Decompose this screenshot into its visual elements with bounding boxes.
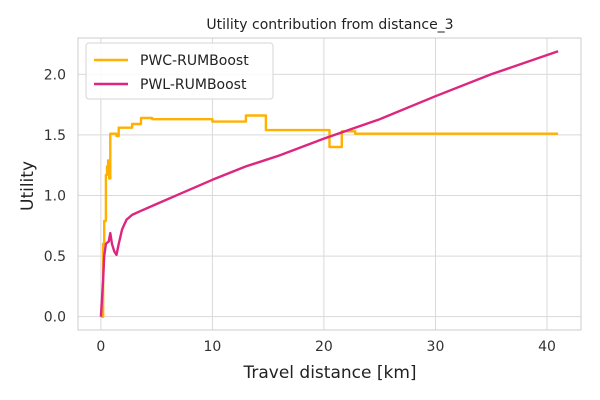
series-layer	[99, 50, 559, 318]
legend-box	[85, 42, 274, 100]
chart-title: Utility contribution from distance_3	[206, 17, 453, 33]
x-tick-label: 10	[203, 339, 221, 355]
legend: PWC-RUMBoost PWL-RUMBoost	[85, 42, 274, 100]
plot-frame	[77, 37, 582, 331]
y-tick-label: 0.0	[44, 310, 66, 326]
legend-label-pwc: PWC-RUMBoost	[140, 53, 249, 69]
x-axis-label: Travel distance [km]	[242, 363, 416, 383]
x-tick-label: 20	[315, 339, 333, 355]
legend-label-pwl: PWL-RUMBoost	[140, 77, 247, 93]
series-line-pwc	[100, 114, 559, 318]
series-line-pwl	[99, 50, 559, 317]
y-tick-label: 1.0	[44, 189, 66, 205]
x-tick-label: 30	[427, 339, 445, 355]
y-tick-label: 1.5	[44, 128, 66, 144]
x-tick-label: 40	[538, 339, 556, 355]
y-tick-label: 0.5	[44, 249, 66, 265]
y-tick-label: 2.0	[44, 67, 66, 83]
y-axis-label: Utility	[18, 161, 38, 211]
ticks: 0 10 20 30 40 0.0 0.5 1.0 1.5 2.0	[44, 67, 556, 355]
x-tick-label: 0	[96, 339, 105, 355]
